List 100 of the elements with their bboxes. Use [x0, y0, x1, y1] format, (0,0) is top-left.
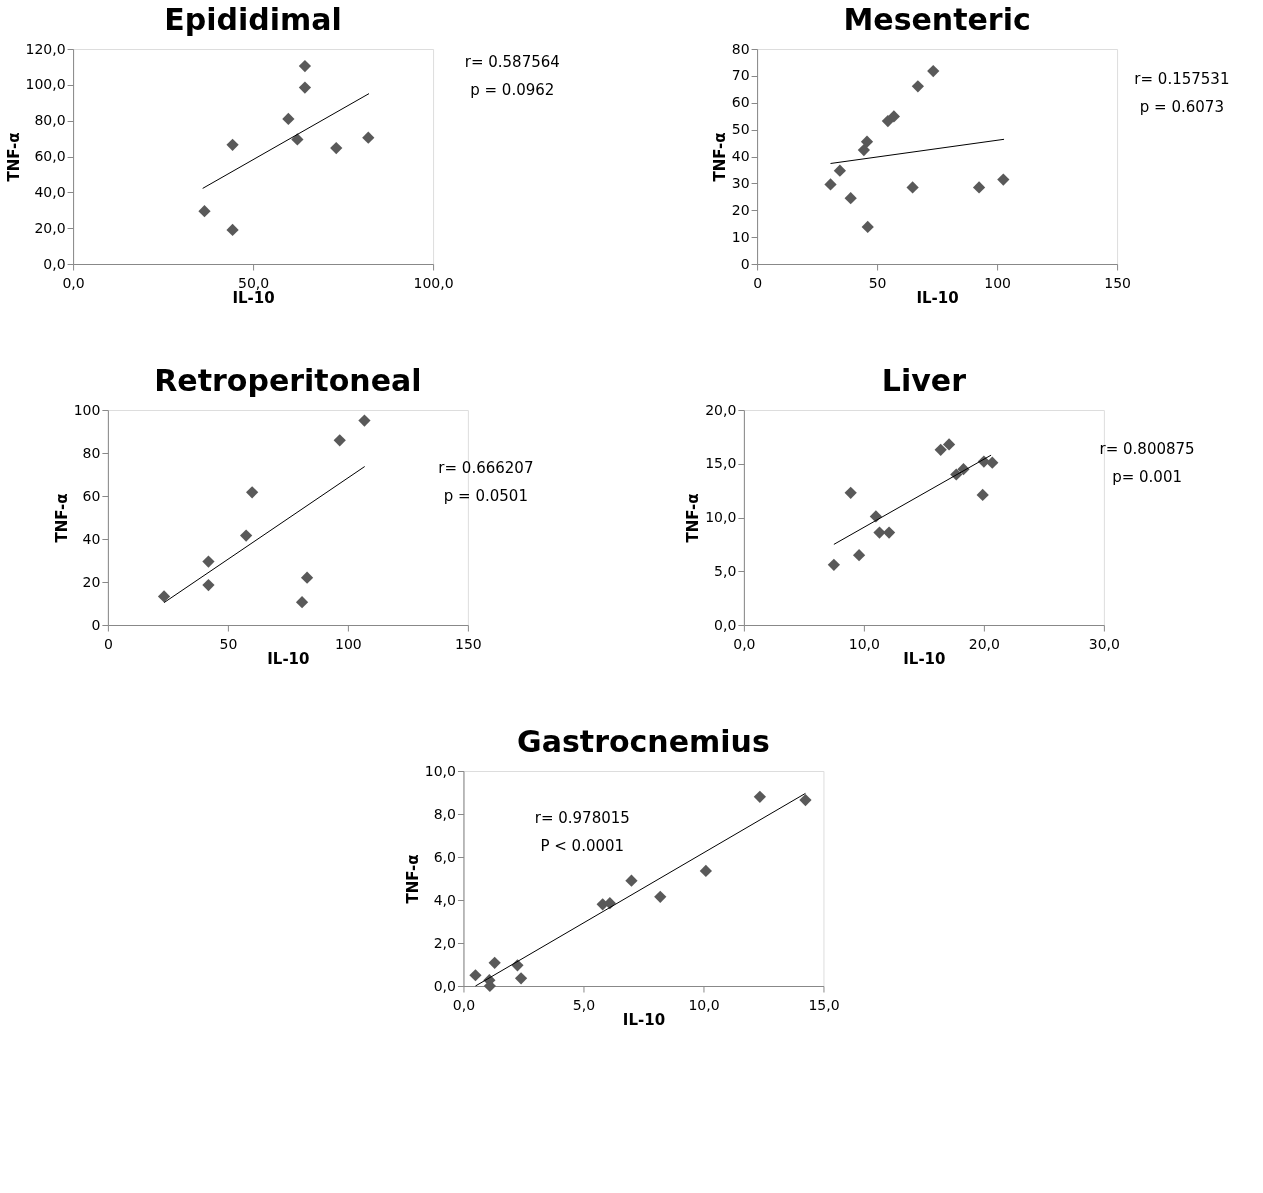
point — [986, 456, 999, 469]
y-tick-label: 0,0 — [43, 255, 66, 272]
y-tick-label: 5,0 — [714, 562, 737, 579]
y-tick-label: 80,0 — [34, 112, 66, 129]
x-tick-label: 0 — [753, 274, 763, 291]
point — [654, 890, 667, 903]
x-tick-label: 0 — [103, 635, 113, 652]
annotation: p = 0.0501 — [443, 487, 528, 506]
y-axis-title: TNF-α — [4, 132, 23, 182]
y-axis-title: TNF-α — [52, 493, 71, 543]
x-tick-label: 100 — [335, 635, 362, 652]
point — [911, 80, 925, 93]
x-tick-label: 10,0 — [688, 996, 720, 1013]
point — [362, 131, 375, 144]
point — [295, 596, 309, 609]
point — [202, 555, 215, 568]
point — [753, 790, 766, 803]
y-tick-label: 60 — [731, 94, 750, 111]
y-tick-label: 50 — [731, 121, 750, 138]
y-tick-label: 60 — [82, 487, 101, 504]
y-tick-label: 0,0 — [714, 616, 737, 633]
y-tick-label: 10,0 — [705, 509, 737, 525]
chart-title: Liver — [881, 363, 967, 398]
point — [488, 956, 501, 969]
point — [882, 526, 896, 539]
y-axis-title: TNF-α — [710, 132, 729, 182]
point — [226, 138, 239, 151]
y-tick-label: 15,0 — [705, 455, 737, 472]
x-axis-title: IL-10 — [622, 1010, 666, 1029]
point — [906, 181, 919, 194]
point — [824, 178, 837, 191]
text: p = 0.0962 — [470, 80, 555, 99]
y-tick-label: 70 — [731, 67, 750, 84]
y-tick-label: 100,0 — [25, 76, 66, 93]
point — [246, 486, 259, 499]
point — [972, 181, 986, 194]
point — [240, 529, 253, 542]
x-tick-label: 15,0 — [808, 996, 840, 1013]
x-tick-label: 50 — [868, 274, 887, 291]
annotation: P < 0.0001 — [540, 837, 625, 856]
y-tick-label: 40 — [731, 148, 750, 164]
point — [298, 81, 312, 94]
point — [514, 972, 528, 985]
point — [157, 590, 171, 603]
point — [333, 434, 346, 447]
x-tick-label: 10,0 — [848, 635, 880, 652]
x-tick-label: 5,0 — [572, 996, 596, 1013]
point — [861, 220, 874, 234]
point — [330, 141, 343, 155]
x-tick-label: 30,0 — [1088, 635, 1120, 652]
y-tick-label: 0 — [91, 616, 101, 633]
point — [887, 110, 901, 123]
text: r= 0.157531 — [1134, 70, 1230, 89]
y-tick-label: 60,0 — [34, 148, 66, 164]
x-tick-label: 50 — [219, 635, 238, 652]
y-tick-label: 10 — [731, 228, 750, 245]
y-axis-title: TNF-α — [403, 854, 422, 904]
x-tick-label: 150 — [1104, 274, 1131, 291]
point — [833, 164, 847, 177]
y-axis-title: TNF-α — [684, 493, 703, 543]
annotation: r= 0.978015 — [534, 809, 630, 828]
point — [358, 414, 371, 427]
y-tick-label: 8,0 — [433, 805, 456, 822]
point — [927, 64, 940, 78]
y-tick-label: 80 — [731, 40, 750, 57]
y-tick-label: 40,0 — [34, 183, 66, 200]
point — [226, 223, 239, 237]
point — [844, 486, 857, 499]
chart-title: Mesenteric — [843, 2, 1031, 37]
annotation: r= 0.666207 — [438, 459, 534, 478]
point — [625, 874, 638, 887]
x-tick-label: 100 — [984, 274, 1011, 291]
x-tick-label: 0,0 — [452, 996, 476, 1013]
x-axis-title: IL-10 — [903, 649, 946, 668]
point — [282, 112, 295, 125]
point — [860, 135, 874, 148]
y-tick-label: 2,0 — [433, 934, 456, 951]
text: r= 0.587564 — [464, 52, 560, 71]
y-tick-label: 20 — [82, 573, 101, 590]
y-tick-label: 10,0 — [424, 762, 456, 779]
point — [881, 114, 895, 128]
point — [699, 864, 712, 878]
y-tick-label: 0 — [740, 255, 750, 272]
point — [873, 526, 886, 539]
x-tick-label: 150 — [455, 635, 482, 652]
point — [202, 578, 215, 592]
y-tick-label: 20 — [731, 201, 750, 218]
annotation: r= 0.800875 — [1099, 439, 1195, 458]
point — [942, 438, 956, 451]
point — [469, 969, 482, 982]
y-tick-label: 80 — [82, 444, 101, 461]
point — [852, 549, 866, 562]
y-tick-label: 6,0 — [433, 848, 456, 865]
x-tick-label: 20,0 — [968, 635, 1000, 652]
y-tick-label: 120,0 — [25, 40, 66, 57]
point — [857, 143, 871, 157]
y-tick-label: 30 — [731, 174, 750, 191]
text: p = 0.6073 — [1139, 98, 1224, 117]
x-axis-title: IL-10 — [916, 288, 959, 307]
x-tick-label: 50,0 — [238, 274, 270, 291]
